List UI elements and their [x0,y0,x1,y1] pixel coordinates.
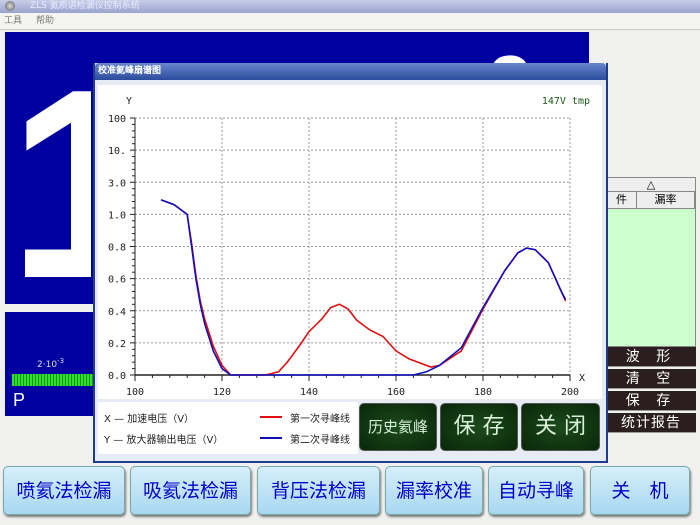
menu-help[interactable]: 帮助 [36,16,55,26]
y-tick-label: 0.8 [108,243,126,254]
peak-spectrum-dialog: 校准氦峰扇谱图 0.0 0.2 0.4 0.6 0.8 1.0 3.0 10. 100 100 12… [93,63,608,463]
y-tick-label: 1.0 [108,210,126,221]
x-tick-label: 140 [300,387,318,398]
pressure-bar [12,374,95,386]
waveform-button[interactable]: 波 形 [606,347,696,367]
table-header: 件 漏率 [607,192,695,209]
series1-label: 第一次寻峰线 [290,414,350,425]
series1-swatch [260,416,282,418]
chart-area: 0.0 0.2 0.4 0.6 0.8 1.0 3.0 10. 100 100 120 140 160 1… [98,85,602,399]
app-icon [5,1,15,11]
y-tick-label: 0.4 [108,307,126,318]
shutdown-button[interactable]: 关 机 [590,466,690,515]
x-axis-description: X — 加速电压（V） [104,414,195,425]
chart-annotation: 147V tmp [542,96,590,107]
display-digit-left: 1 [8,50,91,300]
pressure-label: P [13,390,26,410]
column-header-condition[interactable]: 件 [607,192,637,208]
save-button[interactable]: 保 存 [440,403,518,451]
sort-indicator[interactable]: △ [607,178,695,192]
x-axis-label: X [579,373,585,384]
save-record-button[interactable]: 保 存 [606,391,696,411]
y-tick-label: 0.2 [108,339,126,350]
chart-legend: X — 加速电压（V） Y — 放大器输出电压（V） 第一次寻峰线 第二次寻峰线 [98,402,358,454]
back-pressure-test-button[interactable]: 背压法检漏 [257,466,380,515]
x-tick-label: 100 [126,387,144,398]
y-axis-description: Y — 放大器输出电压（V） [104,435,224,446]
window-titlebar: ZLS 氦质谱检漏仪控制系统 [0,0,700,13]
history-peak-button[interactable]: 历史氦峰 [359,403,437,451]
y-tick-label: 10. [108,146,126,157]
series2-label: 第二次寻峰线 [290,435,350,446]
auto-peak-search-button[interactable]: 自动寻峰 [488,466,584,515]
y-axis-label: Y [126,96,132,107]
x-tick-label: 120 [213,387,231,398]
x-tick-label: 180 [474,387,492,398]
series-line-2 [160,199,567,376]
dialog-title: 校准氦峰扇谱图 [95,63,606,80]
y-tick-label: 0.0 [108,371,126,382]
series2-swatch [260,437,282,439]
display-digit-right: 0 [485,43,545,63]
y-tick-label: 0.6 [108,275,126,286]
stats-report-button[interactable]: 统计报告 [606,413,696,433]
spray-helium-test-button[interactable]: 喷氦法检漏 [3,466,125,515]
column-header-leak-rate[interactable]: 漏率 [637,192,695,208]
y-tick-label: 100 [108,114,126,125]
scale-label: 2·10-3 [37,357,65,370]
close-button[interactable]: 关 闭 [521,403,600,451]
x-tick-label: 200 [561,387,579,398]
menu-tools[interactable]: 工具 [4,16,23,26]
y-tick-label: 3.0 [108,178,126,189]
menubar: 工具 帮助 [0,13,700,30]
window-title: ZLS 氦质谱检漏仪控制系统 [30,1,140,11]
peak-chart: 0.0 0.2 0.4 0.6 0.8 1.0 3.0 10. 100 100 120 140 160 1… [108,96,590,398]
pressure-panel: 2·10-3 P [5,312,95,416]
x-tick-label: 160 [387,387,405,398]
leak-rate-calibration-button[interactable]: 漏率校准 [385,466,483,515]
results-table[interactable]: △ 件 漏率 [606,177,696,347]
sniff-helium-test-button[interactable]: 吸氦法检漏 [130,466,251,515]
clear-button[interactable]: 清 空 [606,369,696,389]
